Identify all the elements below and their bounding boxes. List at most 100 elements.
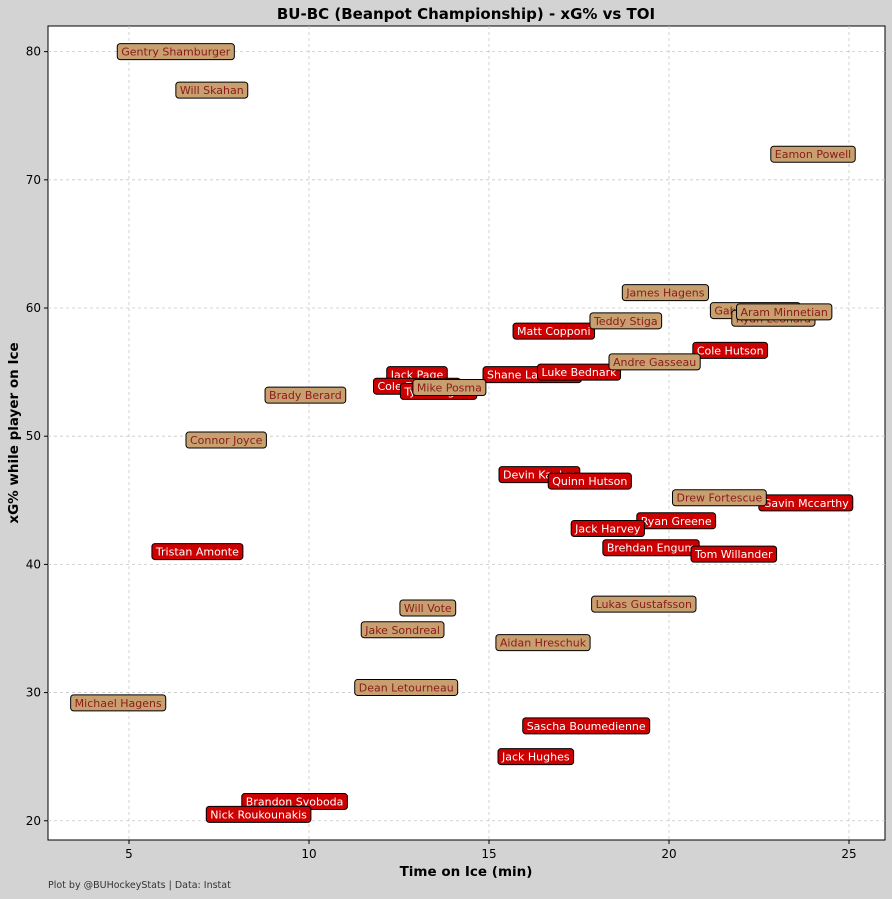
- data-point-label: Quinn Hutson: [547, 472, 632, 490]
- y-tick-label: 30: [26, 686, 41, 700]
- data-point-label: Andre Gasseau: [608, 353, 701, 371]
- label-box: [399, 599, 457, 617]
- label-box: [360, 621, 445, 639]
- axis-ticks: 5 10 15 20 25 20 30 40 50 60 70 80: [26, 45, 857, 861]
- label-box: [70, 694, 167, 712]
- label-box: [591, 595, 697, 613]
- data-point-label: Jack Harvey: [570, 520, 645, 538]
- player-name: Mike Posma: [417, 381, 482, 394]
- data-point-label: Gentry Shamburger: [116, 43, 235, 61]
- label-box: [536, 363, 622, 381]
- data-point-label: Connor Joyce: [185, 431, 267, 449]
- data-point-label: Jake Sondreal: [360, 621, 445, 639]
- player-name: Michael Hagens: [75, 697, 162, 710]
- label-box: [512, 322, 596, 340]
- player-name: Eamon Powell: [775, 148, 851, 161]
- data-point-label: Will Skahan: [175, 81, 249, 99]
- label-box: [608, 353, 701, 371]
- data-point-label: Ryan Greene: [636, 512, 717, 530]
- data-point-label: Jack Hughes: [497, 748, 575, 766]
- player-name: Drew Fortescue: [676, 492, 762, 505]
- player-name: Dean Letourneau: [359, 681, 454, 694]
- player-name: Andre Gasseau: [613, 356, 696, 369]
- x-tick-label: 15: [481, 847, 496, 861]
- x-tick-label: 10: [301, 847, 316, 861]
- data-point-label: Matt Copponi: [512, 322, 596, 340]
- y-axis-label: xG% while player on Ice: [6, 342, 22, 523]
- player-name: Gavin Mccarthy: [763, 497, 849, 510]
- x-axis-label: Time on Ice (min): [400, 864, 533, 880]
- label-box: [264, 386, 347, 404]
- y-tick-label: 20: [26, 814, 41, 828]
- player-name: Matt Copponi: [517, 325, 591, 338]
- label-box: [770, 145, 856, 163]
- y-tick-label: 80: [26, 45, 41, 59]
- player-name: Quinn Hutson: [552, 475, 627, 488]
- label-box: [205, 805, 312, 823]
- data-point-label: Drew Fortescue: [671, 489, 767, 507]
- player-name: Tristan Amonte: [155, 546, 239, 559]
- player-name: Gentry Shamburger: [121, 46, 231, 59]
- data-point-label: James Hagens: [621, 284, 709, 302]
- player-name: Will Skahan: [180, 84, 244, 97]
- y-tick-label: 40: [26, 557, 41, 571]
- data-point-label: Brady Berard: [264, 386, 347, 404]
- data-point-label: Sascha Boumedienne: [522, 717, 651, 735]
- grid: [48, 26, 885, 840]
- label-box: [185, 431, 267, 449]
- x-tick-label: 5: [125, 847, 133, 861]
- player-name: Lukas Gustafsson: [596, 598, 692, 611]
- player-name: Nick Roukounakis: [210, 808, 307, 821]
- player-name: Cole Hutson: [697, 344, 764, 357]
- label-box: [736, 303, 833, 321]
- player-name: Teddy Stiga: [593, 315, 658, 328]
- label-box: [690, 545, 778, 563]
- label-box: [570, 520, 645, 538]
- data-point-label: Brehdan Engum: [602, 539, 700, 557]
- player-name: James Hagens: [625, 287, 704, 300]
- data-point-label: Lukas Gustafsson: [591, 595, 697, 613]
- player-name: Aram Minnetian: [741, 306, 828, 319]
- x-tick-label: 20: [661, 847, 676, 861]
- data-point-label: Dean Letourneau: [354, 678, 459, 696]
- data-point-label: Aidan Hreschuk: [495, 634, 591, 652]
- player-name: Connor Joyce: [190, 434, 263, 447]
- label-box: [589, 312, 663, 330]
- data-point-label: Tom Willander: [690, 545, 778, 563]
- label-box: [547, 472, 632, 490]
- y-tick-label: 60: [26, 301, 41, 315]
- data-point-label: Mike Posma: [412, 378, 487, 396]
- x-tick-label: 25: [841, 847, 856, 861]
- data-point-label: Nick Roukounakis: [205, 805, 312, 823]
- label-box: [497, 748, 575, 766]
- player-name: Brady Berard: [269, 389, 342, 402]
- player-name: Sascha Boumedienne: [527, 720, 646, 733]
- label-box: [354, 678, 459, 696]
- data-point-label: Aram Minnetian: [736, 303, 833, 321]
- label-box: [151, 543, 244, 561]
- data-point-label: Cole Hutson: [692, 341, 769, 359]
- data-point-label: Tristan Amonte: [151, 543, 244, 561]
- label-box: [692, 341, 769, 359]
- label-box: [621, 284, 709, 302]
- player-name: Jack Harvey: [574, 523, 641, 536]
- y-tick-label: 70: [26, 173, 41, 187]
- player-name: Aidan Hreschuk: [500, 637, 587, 650]
- player-name: Jack Hughes: [501, 751, 570, 764]
- data-point-label: Teddy Stiga: [589, 312, 663, 330]
- data-point-label: Michael Hagens: [70, 694, 167, 712]
- player-name: Tom Willander: [694, 548, 773, 561]
- label-box: [116, 43, 235, 61]
- y-tick-label: 50: [26, 429, 41, 443]
- data-point-label: Will Vote: [399, 599, 457, 617]
- player-name: Will Vote: [404, 602, 452, 615]
- label-box: [175, 81, 249, 99]
- data-point-label: Eamon Powell: [770, 145, 856, 163]
- player-name: Luke Bednark: [541, 366, 617, 379]
- chart-title: BU-BC (Beanpot Championship) - xG% vs TO…: [277, 5, 655, 23]
- data-point-label: Gavin Mccarthy: [758, 494, 854, 512]
- label-box: [412, 378, 487, 396]
- plot-area: [47, 25, 886, 841]
